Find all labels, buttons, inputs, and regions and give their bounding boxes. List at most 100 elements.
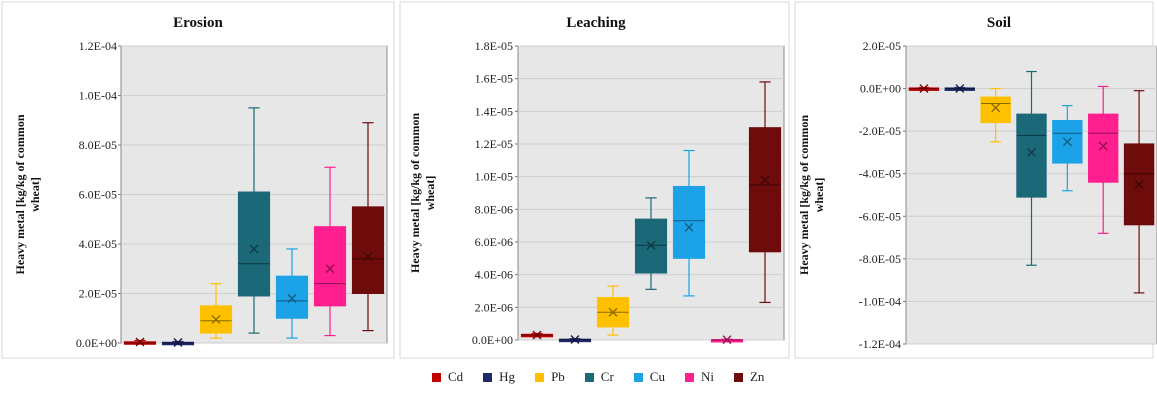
y-tick-label: 4.0E-06 [475, 268, 513, 282]
box-body [351, 206, 385, 294]
legend-label: Hg [499, 369, 516, 384]
mean-marker [722, 335, 732, 345]
y-tick-label: 1.0E-05 [475, 170, 513, 184]
mean-marker [955, 84, 965, 94]
legend-item-ni: Ni [684, 369, 714, 385]
box-cd [520, 330, 554, 340]
box-pb [199, 283, 233, 339]
legend-label: Pb [551, 369, 565, 384]
mean-marker [570, 335, 580, 344]
legend-swatch [633, 372, 643, 382]
box-ni [313, 166, 347, 337]
mean-marker [1027, 147, 1036, 157]
y-tick-label: 8.0E-06 [475, 202, 513, 216]
panel-soil: Soil -1.2E-04 -1.0E-04 -8.0E-05 -6.0E-05 -4.0… [794, 1, 1157, 359]
legend-item-cu: Cu [633, 369, 665, 385]
box-cd [908, 84, 940, 94]
panel-leaching: Leaching 0.0E+00 2.0E-06 4.0E-06 6.0E-06 8.0E… [399, 1, 790, 359]
mean-marker [684, 222, 694, 232]
plot-area [517, 45, 785, 341]
chart-title: Soil [987, 15, 1011, 31]
y-tick-label: 0.0E+00 [76, 336, 117, 350]
legend-item-cd: Cd [432, 369, 463, 385]
legend-item-hg: Hg [483, 369, 515, 385]
mean-marker [760, 175, 770, 185]
box-cu [672, 149, 706, 297]
legend-label: Cu [649, 369, 665, 384]
mean-marker [532, 330, 542, 340]
box-zn [748, 81, 782, 304]
y-tick-label: 1.4E-05 [475, 104, 513, 118]
mean-marker [173, 338, 183, 347]
mean-marker [646, 240, 656, 250]
legend: Cd Hg Pb Cr Cu Ni Zn [432, 366, 784, 388]
y-tick-label: -1.0E-04 [859, 294, 901, 308]
y-tick-label: 2.0E-05 [79, 287, 117, 301]
box-cr [1016, 70, 1047, 266]
box-zn [351, 122, 385, 332]
mean-marker [608, 307, 618, 317]
y-tick-label: 4.0E-05 [79, 237, 117, 251]
legend-swatch [483, 372, 493, 382]
box-hg [161, 338, 195, 347]
mean-marker [287, 293, 297, 303]
box-pb [980, 87, 1011, 143]
y-tick-label: 1.2E-05 [475, 137, 513, 151]
y-tick-label: -2.0E-05 [859, 124, 901, 138]
mean-marker [325, 264, 335, 274]
mean-marker [1062, 137, 1072, 147]
legend-swatch [733, 372, 743, 382]
chart-title: Erosion [173, 15, 223, 31]
mean-marker [991, 103, 1001, 113]
mean-marker [363, 251, 373, 261]
y-tick-label: -8.0E-05 [859, 252, 901, 266]
box-body [980, 96, 1011, 124]
chart-title: Leaching [566, 15, 626, 31]
legend-swatch [535, 372, 545, 382]
y-tick-label: 6.0E-05 [79, 188, 117, 202]
legend-item-zn: Zn [733, 369, 765, 385]
box-body [313, 226, 347, 307]
box-hg [558, 335, 592, 344]
legend-label: Zn [749, 369, 765, 384]
y-axis-label: Heavy metal [kg/kg of commonwheat] [13, 114, 42, 274]
box-body [1088, 113, 1119, 183]
legend-item-pb: Pb [535, 369, 565, 385]
y-tick-label: -1.2E-04 [859, 337, 901, 351]
box-cd [123, 337, 157, 347]
mean-marker [135, 337, 145, 347]
y-tick-label: 1.0E-04 [79, 89, 117, 103]
box-cr [237, 107, 271, 334]
mean-marker [1134, 179, 1144, 189]
y-tick-label: 0.0E+00 [472, 333, 513, 347]
mean-marker [249, 244, 259, 254]
box-cr [634, 197, 668, 290]
mean-marker [1098, 141, 1108, 151]
mean-marker [211, 315, 221, 324]
y-tick-label: 8.0E-05 [79, 138, 117, 152]
mean-marker [919, 84, 929, 94]
box-body [237, 191, 271, 297]
box-body [672, 185, 706, 259]
y-tick-label: 6.0E-06 [475, 235, 513, 249]
legend-label: Cd [448, 369, 464, 384]
box-ni [1088, 85, 1119, 234]
panel-erosion: Erosion 0.0E+00 2.0E-05 4.0E-05 6.0E-05 8.0E-… [1, 1, 395, 359]
legend-swatch [432, 372, 441, 382]
box-body [748, 127, 782, 253]
y-tick-label: 1.8E-05 [475, 39, 513, 53]
box-ni [710, 335, 744, 345]
y-axis-label: Heavy metal [kg/kg of commonwheat] [408, 113, 437, 273]
box-pb [596, 285, 630, 336]
y-tick-label: 1.6E-05 [475, 72, 513, 86]
y-tick-label: -6.0E-05 [859, 209, 901, 223]
y-tick-label: 0.0E+00 [860, 82, 901, 96]
legend-label: Ni [700, 369, 714, 384]
legend-item-cr: Cr [584, 369, 614, 385]
box-cu [1052, 104, 1083, 192]
y-tick-label: -4.0E-05 [859, 167, 901, 181]
box-zn [1123, 90, 1155, 294]
legend-label: Cr [600, 369, 614, 384]
y-axis-label: Heavy metal [kg/kg of commonwheat] [797, 115, 826, 275]
